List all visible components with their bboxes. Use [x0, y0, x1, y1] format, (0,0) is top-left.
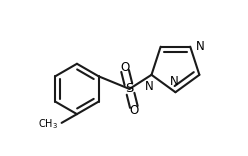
Text: N: N	[196, 40, 204, 53]
Text: N: N	[170, 75, 179, 88]
Text: O: O	[121, 61, 130, 74]
Text: N: N	[145, 80, 154, 93]
Text: O: O	[129, 104, 138, 117]
Text: S: S	[125, 82, 134, 95]
Text: CH$_3$: CH$_3$	[38, 117, 58, 131]
